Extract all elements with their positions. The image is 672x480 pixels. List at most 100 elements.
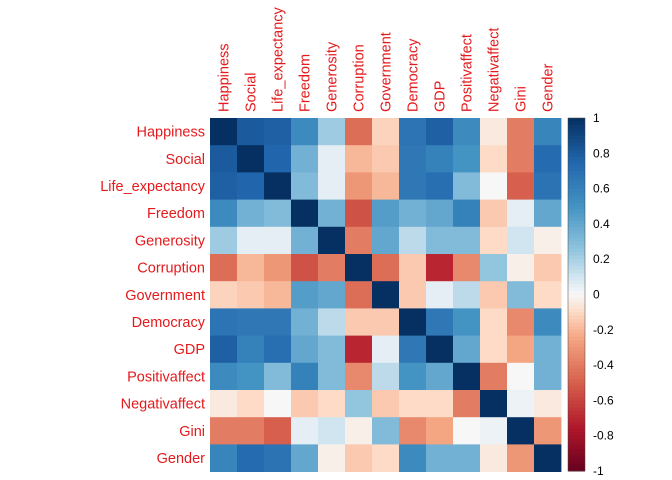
- heatmap-cell: [453, 362, 481, 391]
- heatmap-cell: [507, 281, 535, 309]
- heatmap-cell: [426, 118, 454, 146]
- heatmap-cell: [426, 417, 454, 445]
- heatmap-cell: [534, 390, 562, 418]
- heatmap-cell: [507, 362, 535, 391]
- heatmap-cell: [507, 145, 535, 173]
- heatmap-cell: [399, 254, 427, 282]
- colorbar-segment: [568, 301, 585, 306]
- heatmap-cell: [372, 362, 400, 391]
- heatmap-cell: [210, 335, 238, 364]
- colorbar-segment: [568, 389, 585, 394]
- heatmap-cell: [291, 335, 319, 364]
- heatmap-cell: [399, 172, 427, 200]
- colorbar-segment: [568, 421, 585, 426]
- heatmap-cell: [399, 118, 427, 146]
- colorbar-segment: [568, 146, 585, 151]
- colorbar-segment: [568, 192, 585, 197]
- heatmap-cell: [264, 444, 292, 472]
- row-labels: Happiness Social Life_expectancy Freedom Gen…: [100, 125, 206, 467]
- heatmap-cell: [480, 362, 508, 391]
- heatmap-cell: [480, 226, 508, 255]
- heatmap-cell: [345, 145, 373, 173]
- colorbar-segment: [568, 442, 585, 447]
- column-label: Happiness: [217, 43, 233, 112]
- colorbar-segment: [568, 238, 585, 243]
- colorbar-segment: [568, 118, 585, 123]
- colorbar-segment: [568, 209, 585, 214]
- heatmap-cells: [210, 118, 562, 472]
- heatmap-cell: [264, 281, 292, 309]
- colorbar-segment: [568, 312, 585, 317]
- heatmap-cell: [291, 308, 319, 336]
- heatmap-cell: [345, 118, 373, 146]
- column-label: Life_expectancy: [271, 6, 287, 112]
- colorbar-segment: [568, 407, 585, 412]
- column-label: Freedom: [298, 54, 314, 112]
- heatmap-cell: [507, 444, 535, 472]
- row-label: Gender: [157, 451, 206, 467]
- heatmap-cell: [345, 417, 373, 445]
- heatmap-cell: [426, 362, 454, 391]
- colorbar-segment: [568, 368, 585, 373]
- colorbar-segment: [568, 266, 585, 271]
- row-label: Democracy: [132, 315, 206, 331]
- heatmap-cell: [210, 417, 238, 445]
- heatmap-cell: [318, 254, 346, 282]
- colorbar-segment: [568, 460, 585, 465]
- colorbar-segment: [568, 298, 585, 303]
- colorbar-segment: [568, 188, 585, 193]
- colorbar-segment: [568, 365, 585, 370]
- column-label: Democracy: [406, 38, 422, 112]
- heatmap-cell: [426, 390, 454, 418]
- heatmap-cell: [399, 417, 427, 445]
- colorbar-segment: [568, 153, 585, 158]
- row-label: Life_expectancy: [100, 179, 206, 195]
- colorbar-tick-label: -0.2: [593, 323, 614, 337]
- heatmap-cell: [453, 390, 481, 418]
- heatmap-cell: [318, 281, 346, 309]
- colorbar-segment: [568, 343, 585, 348]
- heatmap-cell: [507, 118, 535, 146]
- heatmap-cell: [507, 335, 535, 364]
- heatmap-cell: [480, 390, 508, 418]
- heatmap-cell: [507, 226, 535, 255]
- heatmap-cell: [480, 118, 508, 146]
- colorbar-segment: [568, 319, 585, 324]
- heatmap-cell: [291, 281, 319, 309]
- colorbar-tick-label: 0.8: [593, 146, 610, 160]
- colorbar-segment: [568, 132, 585, 137]
- colorbar-segment: [568, 400, 585, 405]
- colorbar-segment: [568, 467, 585, 472]
- heatmap-cell: [264, 226, 292, 255]
- heatmap-cell: [318, 118, 346, 146]
- colorbar-frame: [567, 117, 586, 472]
- heatmap-cell: [345, 362, 373, 391]
- heatmap-cell: [264, 417, 292, 445]
- column-label: GDP: [433, 81, 449, 112]
- colorbar-segment: [568, 361, 585, 366]
- heatmap-cell: [345, 335, 373, 364]
- heatmap-cell: [210, 172, 238, 200]
- colorbar-tick-label: 0: [593, 288, 600, 302]
- column-label: Government: [379, 32, 395, 112]
- heatmap-cell: [399, 335, 427, 364]
- colorbar-segment: [568, 463, 585, 468]
- heatmap-cell: [264, 145, 292, 173]
- column-label: Corruption: [352, 44, 368, 112]
- heatmap-cell: [426, 335, 454, 364]
- heatmap-cell: [318, 308, 346, 336]
- heatmap-cell: [399, 362, 427, 391]
- colorbar-segment: [568, 382, 585, 387]
- colorbar-segment: [568, 234, 585, 239]
- heatmap-cell: [534, 281, 562, 309]
- colorbar-segment: [568, 287, 585, 292]
- heatmap-cell: [345, 444, 373, 472]
- column-label: Social: [244, 73, 260, 113]
- colorbar-segment: [568, 340, 585, 345]
- heatmap-cell: [210, 226, 238, 255]
- colorbar-segment: [568, 125, 585, 130]
- heatmap-cell: [399, 390, 427, 418]
- heatmap-cell: [534, 145, 562, 173]
- heatmap-cell: [318, 172, 346, 200]
- colorbar-segment: [568, 418, 585, 423]
